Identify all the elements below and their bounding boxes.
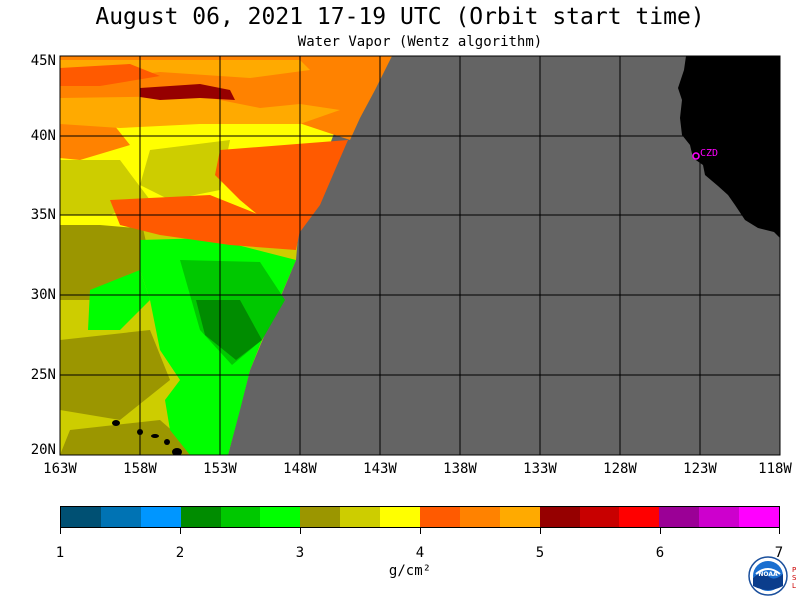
- psl-logo-text: PSL: [792, 566, 797, 590]
- colorbar-tick: [300, 528, 301, 534]
- lat-label-30n: 30N: [30, 287, 56, 303]
- colorbar-swatch-11: [499, 507, 540, 527]
- colorbar-swatch-8: [380, 507, 421, 527]
- lat-label-45n: 45N: [30, 53, 56, 69]
- lon-label-123w: 123W: [683, 461, 717, 477]
- colorbar-swatch-10: [459, 507, 500, 527]
- map-subtitle: Water Vapor (Wentz algorithm): [297, 34, 543, 50]
- colorbar-swatch-13: [579, 507, 620, 527]
- colorbar-tick: [60, 528, 61, 534]
- lon-label-128w: 128W: [603, 461, 637, 477]
- lon-label-163w: 163W: [43, 461, 77, 477]
- colorbar-tick: [779, 528, 780, 534]
- colorbar-unit-label: g/cm²: [388, 563, 432, 579]
- lon-label-133w: 133W: [523, 461, 557, 477]
- svg-text:NOAA: NOAA: [758, 571, 778, 578]
- noaa-logo: NOAA: [748, 556, 788, 596]
- lat-label-35n: 35N: [30, 207, 56, 223]
- colorbar-tick: [660, 528, 661, 534]
- colorbar: [60, 506, 780, 528]
- lat-label-25n: 25N: [30, 367, 56, 383]
- colorbar-swatch-17: [739, 507, 780, 527]
- colorbar-label-4: 4: [415, 545, 425, 561]
- czd-station-marker: [692, 152, 700, 160]
- lon-label-148w: 148W: [283, 461, 317, 477]
- colorbar-swatch-3: [180, 507, 221, 527]
- colorbar-swatch-5: [260, 507, 301, 527]
- map-title: August 06, 2021 17-19 UTC (Orbit start t…: [95, 4, 705, 30]
- colorbar-tick: [420, 528, 421, 534]
- colorbar-tick: [540, 528, 541, 534]
- colorbar-label-7: 7: [774, 545, 784, 561]
- colorbar-label-5: 5: [535, 545, 545, 561]
- colorbar-swatch-7: [340, 507, 381, 527]
- czd-station-label: CZD: [700, 148, 718, 159]
- lon-label-153w: 153W: [203, 461, 237, 477]
- lon-label-118w: 118W: [758, 461, 792, 477]
- colorbar-swatch-12: [539, 507, 580, 527]
- colorbar-swatch-14: [619, 507, 660, 527]
- colorbar-tick: [180, 528, 181, 534]
- hawaii-islands: [112, 420, 182, 455]
- map-frame: [59, 55, 781, 456]
- colorbar-swatch-4: [220, 507, 261, 527]
- colorbar-swatch-0: [61, 507, 101, 527]
- lon-label-138w: 138W: [443, 461, 477, 477]
- lat-label-40n: 40N: [30, 128, 56, 144]
- colorbar-swatch-16: [699, 507, 740, 527]
- lon-label-143w: 143W: [363, 461, 397, 477]
- colorbar-label-6: 6: [655, 545, 665, 561]
- graticule: [60, 56, 780, 455]
- colorbar-label-1: 1: [55, 545, 65, 561]
- colorbar-swatch-9: [420, 507, 460, 527]
- colorbar-label-2: 2: [175, 545, 185, 561]
- land-mass: [678, 56, 780, 238]
- colorbar-swatch-6: [300, 507, 341, 527]
- colorbar-swatch-1: [100, 507, 141, 527]
- colorbar-swatch-2: [140, 507, 181, 527]
- lon-label-158w: 158W: [123, 461, 157, 477]
- colorbar-swatch-15: [659, 507, 700, 527]
- lat-label-20n: 20N: [30, 442, 56, 458]
- colorbar-label-3: 3: [295, 545, 305, 561]
